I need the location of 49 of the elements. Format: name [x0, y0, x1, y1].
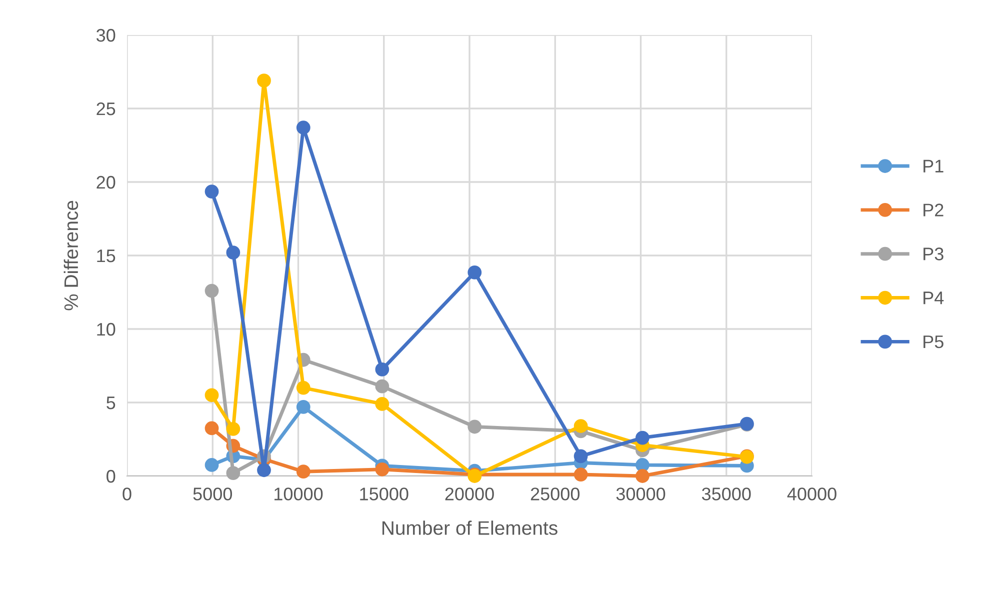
- point: [226, 246, 240, 260]
- point: [257, 463, 271, 478]
- x-tick-label: 40000: [787, 488, 836, 500]
- x-tick-label: 15000: [360, 488, 408, 500]
- y-tick-label: 25: [96, 102, 116, 116]
- point: [226, 422, 240, 436]
- point: [574, 419, 588, 433]
- point: [296, 400, 310, 414]
- y-tick-label: 0: [106, 470, 116, 483]
- legend-label: P1: [924, 160, 944, 172]
- y-tick-label: 10: [97, 322, 116, 336]
- legend-label: P2: [924, 204, 944, 216]
- legend-label: P5: [924, 336, 944, 348]
- point: [375, 462, 390, 476]
- point: [296, 120, 310, 135]
- x-tick-label: 20000: [445, 488, 494, 500]
- point: [257, 74, 271, 88]
- point: [296, 464, 310, 479]
- point: [375, 379, 390, 394]
- point: [636, 430, 650, 445]
- point: [574, 468, 588, 482]
- point: [204, 388, 219, 402]
- point: [204, 421, 219, 436]
- y-tick-label: 15: [97, 250, 116, 262]
- x-tick-label: 0: [122, 488, 132, 500]
- point: [468, 265, 482, 280]
- point: [204, 184, 219, 198]
- point: [636, 458, 650, 472]
- x-tick-label: 35000: [702, 488, 751, 500]
- x-tick-label: 30000: [616, 488, 666, 500]
- y-tick-label: 30: [96, 28, 116, 42]
- x-tick-label: 5000: [193, 488, 232, 500]
- legend-label: P4: [924, 292, 944, 304]
- x-tick-label: 10000: [274, 488, 323, 500]
- point: [204, 458, 219, 472]
- x-tick-label: 25000: [530, 488, 580, 500]
- point: [636, 469, 650, 483]
- legend-label: P3: [924, 248, 944, 260]
- point: [375, 362, 390, 376]
- point: [226, 466, 240, 480]
- y-axis-title: % Difference: [64, 200, 78, 310]
- point: [296, 380, 310, 395]
- point: [375, 397, 390, 411]
- x-axis-title: Number of Elements: [382, 520, 558, 535]
- y-tick-label: 5: [106, 396, 116, 410]
- point: [204, 284, 219, 298]
- point: [468, 420, 482, 434]
- point: [574, 449, 588, 464]
- y-tick-label: 20: [96, 176, 116, 189]
